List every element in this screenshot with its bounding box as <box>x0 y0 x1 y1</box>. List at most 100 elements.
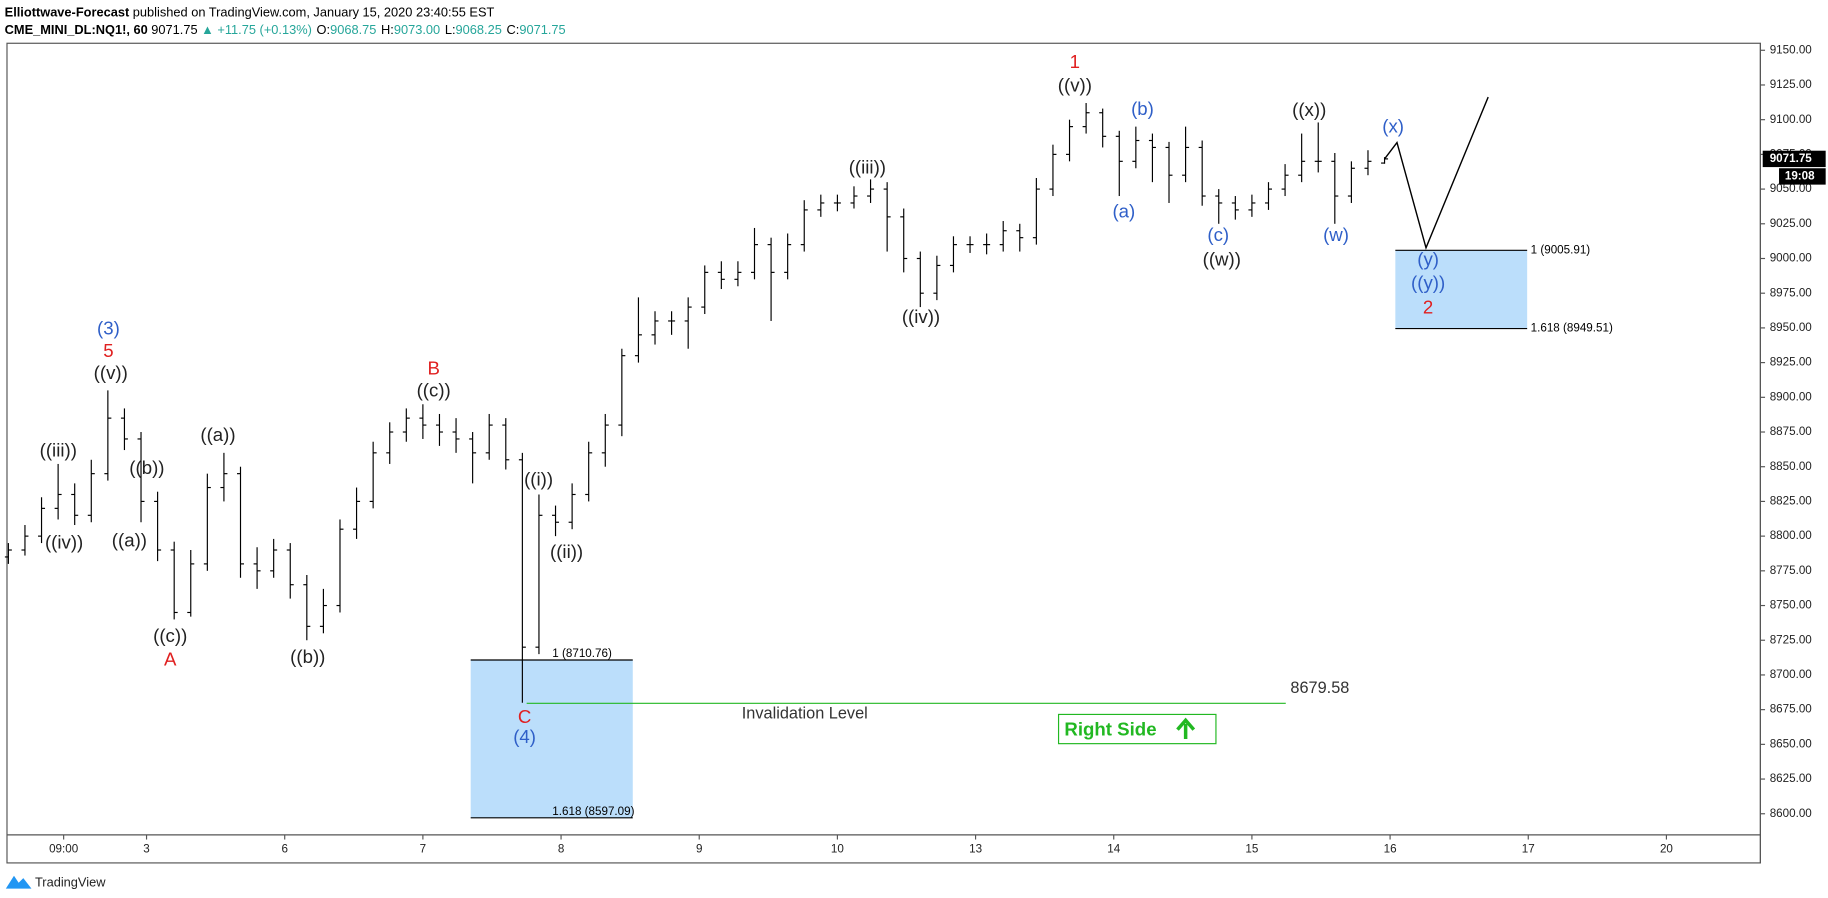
y-tick-label: 8800.00 <box>1770 529 1813 542</box>
y-tick-label: 8875.00 <box>1770 425 1813 438</box>
brand: TradingView <box>35 874 106 889</box>
ohlc-bar <box>767 237 775 321</box>
ohlc-bar <box>71 483 79 526</box>
projection-path <box>1384 96 1489 250</box>
last-price: 9071.75 <box>151 22 197 37</box>
wave-label: ((x)) <box>1292 99 1326 120</box>
ohlc-bar <box>187 550 195 617</box>
wave-label: (y) <box>1417 249 1439 270</box>
x-tick-label: 3 <box>143 842 149 855</box>
ohlc-bar <box>668 311 676 335</box>
ohlc-bar <box>701 265 709 315</box>
ohlc-bar <box>54 463 62 520</box>
ohlc-bar <box>1314 122 1322 173</box>
y-tick-label: 8650.00 <box>1770 737 1813 750</box>
symbol: CME_MINI_DL:NQ1!, 60 <box>5 22 148 37</box>
ohlc-bar <box>833 194 841 212</box>
publisher: Elliottwave-Forecast <box>5 4 130 19</box>
wave-label: ((b)) <box>290 646 325 667</box>
ohlc-label: H: <box>381 22 394 37</box>
x-tick-label: 9 <box>696 842 702 855</box>
ohlc-bar <box>734 261 742 287</box>
y-tick-label: 8950.00 <box>1770 321 1813 334</box>
ohlc-bar <box>1298 133 1306 183</box>
right-side-frame <box>1057 713 1217 745</box>
ohlc-bar <box>452 418 460 453</box>
wave-label: ((b)) <box>129 457 164 478</box>
fib-label: 1.618 (8949.51) <box>1531 322 1613 335</box>
price-badge-label: 9071.75 <box>1770 152 1813 165</box>
wave-label: ((a)) <box>200 424 235 445</box>
ohlc-bar <box>684 297 692 349</box>
ohlc-bar <box>485 413 493 460</box>
fib-label: 1.618 (8597.09) <box>552 805 634 818</box>
ohlc-bar <box>1132 126 1140 169</box>
y-tick-label: 8700.00 <box>1770 668 1813 681</box>
wave-label: ((iii)) <box>849 156 886 177</box>
price-badge <box>1762 150 1826 168</box>
ohlc-bar <box>270 538 278 578</box>
wave-label: (b) <box>1131 98 1154 119</box>
ohlc-bar <box>999 221 1007 252</box>
y-tick-label: 8825.00 <box>1770 494 1813 507</box>
x-tick-label: 17 <box>1522 842 1535 855</box>
ohlc-bar <box>1016 223 1024 252</box>
x-tick-label: 15 <box>1245 842 1258 855</box>
header-line-2: CME_MINI_DL:NQ1!, 60 9071.75 ▲ +11.75 (+… <box>5 22 566 37</box>
wave-label: ((v)) <box>1058 74 1092 95</box>
ohlc-bar <box>568 483 576 530</box>
y-tick-label: 9125.00 <box>1770 78 1813 91</box>
y-tick-label: 8625.00 <box>1770 772 1813 785</box>
x-tick-label: 8 <box>558 842 564 855</box>
y-tick-label: 8675.00 <box>1770 703 1813 716</box>
ohlc-bar <box>983 233 991 255</box>
footer: TradingView <box>5 874 106 889</box>
ohlc-bar <box>817 194 825 217</box>
wave-label: (3) <box>97 318 120 339</box>
wave-label: ((iv)) <box>902 306 940 327</box>
ohlc-bar <box>518 452 526 703</box>
ohlc-bar <box>634 297 642 363</box>
ohlc-bar <box>1347 161 1355 203</box>
ohlc-value: 9071.75 <box>519 22 565 37</box>
y-tick-label: 9150.00 <box>1770 43 1813 56</box>
ohlc-bar <box>286 543 294 599</box>
wave-label: ((i)) <box>524 468 553 489</box>
ohlc-bar <box>717 261 725 290</box>
y-tick-label: 8900.00 <box>1770 390 1813 403</box>
ohlc-bar <box>120 408 128 451</box>
ohlc-bar <box>552 505 560 537</box>
fib-label: 1 (9005.91) <box>1531 243 1591 256</box>
ohlc-bar <box>1198 140 1206 206</box>
ohlc-bar <box>618 348 626 437</box>
wave-label: 5 <box>103 340 113 361</box>
ohlc-value: 9068.25 <box>456 22 502 37</box>
ohlc-bar <box>154 491 162 562</box>
ohlc-bar <box>850 186 858 209</box>
ohlc-bar <box>4 543 12 564</box>
wave-label: ((ii)) <box>550 541 583 562</box>
ohlc-bar <box>87 459 95 523</box>
ohlc-bar <box>386 422 394 464</box>
y-tick-label: 8725.00 <box>1770 633 1813 646</box>
ohlc-bar <box>1264 182 1272 210</box>
ohlc-bar <box>1165 141 1173 203</box>
brand-logo <box>5 875 32 889</box>
ohlc-bar <box>319 588 327 634</box>
y-tick-label: 8975.00 <box>1770 286 1813 299</box>
ohlc-bar <box>651 311 659 345</box>
ohlc-bar <box>419 404 427 439</box>
ohlc-bar <box>1148 133 1156 183</box>
wave-label: ((w)) <box>1203 249 1241 270</box>
header-line-1: Elliottwave-Forecast published on Tradin… <box>5 4 495 19</box>
countdown: 19:08 <box>1785 170 1815 183</box>
ohlc-bar <box>933 255 941 301</box>
ohlc-bar <box>435 413 443 446</box>
y-tick-label: 8750.00 <box>1770 599 1813 612</box>
wave-label: (w) <box>1323 224 1349 245</box>
ohlc-bar <box>502 418 510 470</box>
ohlc-bar <box>203 473 211 571</box>
ohlc-bar <box>883 182 891 252</box>
ohlc-bar <box>220 452 228 502</box>
